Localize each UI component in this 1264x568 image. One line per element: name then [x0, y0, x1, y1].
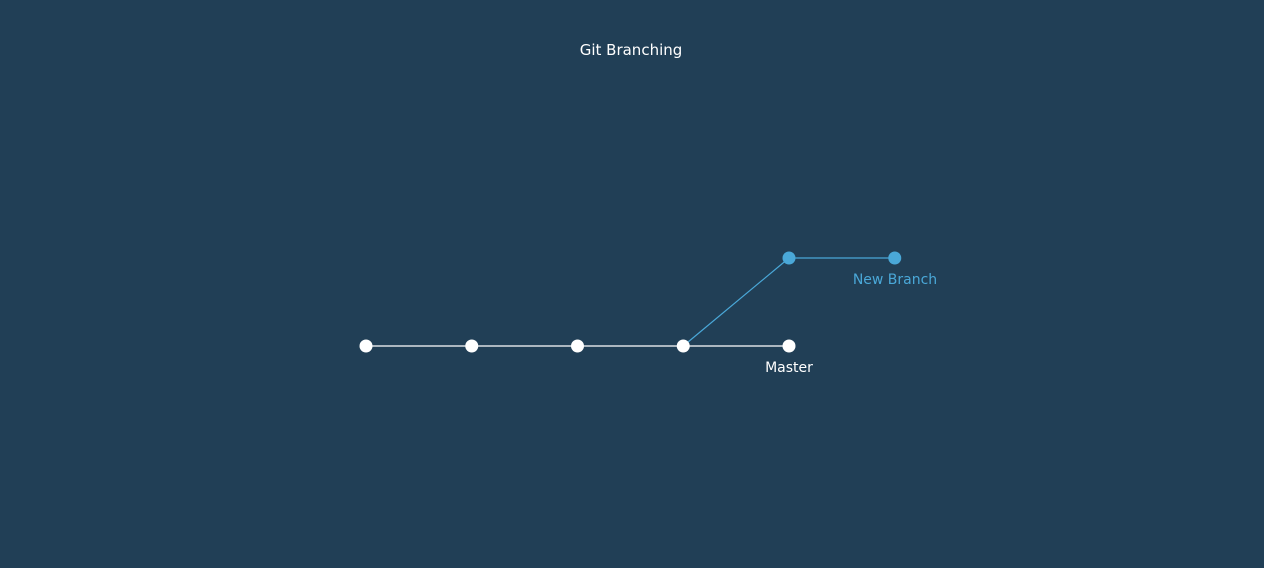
- master-commit-node-1: [359, 339, 373, 353]
- master-branch-label: Master: [765, 360, 813, 376]
- master-commit-node-4: [676, 339, 690, 353]
- commit-nodes: [359, 251, 902, 353]
- branch-fork-edge: [682, 257, 790, 347]
- master-commit-node-2: [465, 339, 479, 353]
- new-branch-label: New Branch: [853, 272, 937, 288]
- diagram-title: Git Branching: [580, 41, 683, 59]
- branch-commit-node-1: [782, 251, 796, 265]
- master-commit-node-5: [782, 339, 796, 353]
- commit-edges: [366, 257, 895, 347]
- branch-commit-node-2: [888, 251, 902, 265]
- master-commit-node-3: [571, 339, 584, 353]
